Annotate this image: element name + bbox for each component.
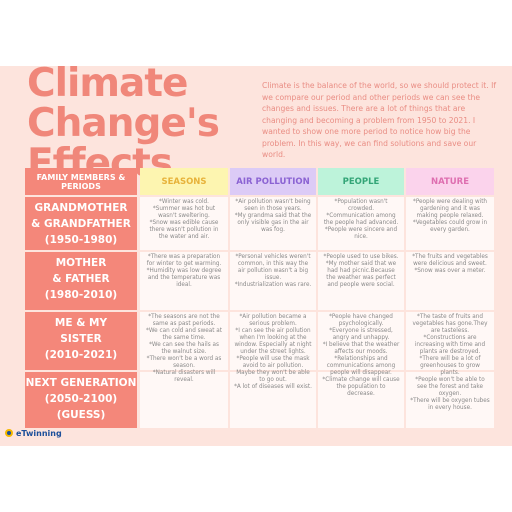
- table-cell: [140, 312, 228, 370]
- cell-line: *I can see the air pollution when I'm lo…: [234, 328, 312, 355]
- row-label-line: GRANDMOTHER: [34, 202, 128, 214]
- table-cell: [140, 372, 228, 428]
- row-label-line: (GUESS): [56, 409, 106, 421]
- row-label: ME & MY SISTER (2010-2021): [25, 312, 137, 370]
- title-line: Climate: [27, 61, 188, 106]
- table-cell: [140, 252, 228, 310]
- table-cell: [230, 197, 316, 250]
- title-line: Change's: [27, 101, 220, 146]
- cell-text: *The taste of fruits and vegetables has …: [410, 314, 490, 412]
- cell-line: *Natural disasters will reveal.: [152, 370, 216, 383]
- cell-line: *I believe that the weather affects our …: [322, 342, 400, 355]
- cell-line: *My grandma said that the only visible g…: [234, 213, 312, 233]
- logo-icon: [5, 429, 13, 437]
- row-label-line: & GRANDFATHER: [31, 218, 131, 230]
- table-cell: [318, 372, 404, 428]
- table-cell: [230, 312, 316, 370]
- cell-line: *People used to use bikes.: [323, 254, 399, 260]
- cell-line: *We can see the hails as the walnut size…: [149, 342, 219, 355]
- cell-line: *Personal vehicles weren't common, in th…: [235, 254, 311, 281]
- cell-line: *Vegetables could grow in every garden.: [412, 220, 488, 233]
- cell-line: *People were dealing with gardening and …: [412, 199, 488, 219]
- row-label-line: ME & MY: [54, 317, 108, 329]
- cell-line: *Industrialization was rare.: [234, 282, 312, 288]
- cell-line: *Relationships and communications among …: [326, 356, 396, 376]
- table-cell: [406, 197, 494, 250]
- cell-line: *There will be oxygen tubes in every hou…: [410, 398, 490, 411]
- cell-text: *The seasons are not the same as past pe…: [144, 314, 224, 384]
- row-label: GRANDMOTHER & GRANDFATHER (1950-1980): [25, 197, 137, 250]
- row-label-line: & FATHER: [52, 273, 110, 285]
- cell-text: *There was a preparation for winter to g…: [144, 254, 224, 289]
- cell-line: *We can cold and sweat at the same time.: [146, 328, 222, 341]
- row-label: MOTHER & FATHER (1980-2010): [25, 252, 137, 310]
- table-cell: [406, 252, 494, 310]
- row-label-line: (2010-2021): [44, 349, 118, 361]
- cell-text: *Personal vehicles weren't common, in th…: [234, 254, 312, 289]
- cell-line: *There was a preparation for winter to g…: [146, 254, 222, 267]
- intro: Climate is the balance of the world, so …: [262, 81, 496, 159]
- cell-line: *Population wasn't crowded.: [334, 199, 388, 212]
- column-header: PEOPLE: [318, 168, 404, 195]
- cell-line: *The taste of fruits and vegetables has …: [412, 314, 488, 334]
- row-label-line: (1950-1980): [44, 234, 118, 246]
- table-cell: [318, 312, 404, 370]
- cell-line: *Air pollution became a serious problem.: [239, 314, 307, 327]
- table-cell: [406, 372, 494, 428]
- cell-line: *Climate change will cause the populatio…: [322, 377, 400, 397]
- logo-text: eTwinning: [16, 428, 62, 438]
- row-label-line: SISTER: [60, 333, 102, 345]
- cell-line: *Snow was over a meter.: [414, 268, 486, 274]
- logo: eTwinning: [4, 428, 62, 438]
- row-label-line: (1980-2010): [44, 289, 118, 301]
- row-label-line: NEXT GENERATION: [25, 377, 137, 389]
- cell-text: *Air pollution became a serious problem.…: [234, 314, 312, 391]
- cell-text: *Population wasn't crowded. *Communicatio…: [322, 199, 400, 241]
- cell-line: *Summer was hot but wasn't sweltering.: [152, 206, 216, 219]
- column-header: SEASONS: [140, 168, 228, 195]
- cell-line: *Winter was cold.: [159, 199, 209, 205]
- cell-line: *Snow was edible cause there wasn't poll…: [149, 220, 219, 240]
- cell-line: *My mother said that we had had picnic.B…: [325, 261, 397, 288]
- cell-line: *The seasons are not the same as past pe…: [148, 314, 220, 327]
- table-cell: [230, 372, 316, 428]
- table-cell: [318, 252, 404, 310]
- row-label-line: (2050-2100): [44, 393, 118, 405]
- cell-line: *Humidity was low degree and the tempera…: [146, 268, 222, 288]
- table-cell: [230, 252, 316, 310]
- table-cell: [406, 312, 494, 370]
- cell-line: *Constructions are increasing with time …: [414, 335, 486, 355]
- cell-text: *Winter was cold. *Summer was hot but was…: [144, 199, 224, 241]
- cell-line: *People won't be able to see the forest …: [415, 377, 485, 397]
- cell-text: *Air pollution wasn't being seen in thos…: [234, 199, 312, 234]
- cell-line: *Everyone is stressed, angry and unhappy…: [329, 328, 393, 341]
- cell-line: *There won't be a word as season.: [146, 356, 222, 369]
- cell-line: *People will use the mask avoid to air p…: [236, 356, 310, 383]
- column-header: FAMILY MEMBERS & PERIODS: [25, 168, 137, 195]
- column-header: AIR POLLUTION: [230, 168, 316, 195]
- title: Climate Change's Effects: [27, 61, 220, 184]
- table-cell: [140, 197, 228, 250]
- row-label-line: MOTHER: [55, 257, 107, 269]
- table-cell: [318, 197, 404, 250]
- column-header: NATURE: [406, 168, 494, 195]
- cell-text: *People were dealing with gardening and …: [410, 199, 490, 234]
- cell-line: *A lot of diseases will exist.: [234, 384, 312, 390]
- cell-line: *There will be a lot of greenhouses to g…: [419, 356, 481, 376]
- cell-line: *People were sincere and nice.: [324, 227, 398, 240]
- row-label: NEXT GENERATION (2050-2100) (GUESS): [25, 372, 137, 428]
- cell-text: *People have changed psychologically. *Ev…: [322, 314, 400, 398]
- cell-text: *The fruits and vegetables were deliciou…: [410, 254, 490, 275]
- cell-line: *Communication among the people had adva…: [323, 213, 399, 226]
- cell-line: *The fruits and vegetables were deliciou…: [412, 254, 488, 267]
- cell-text: *People used to use bikes. *My mother sai…: [322, 254, 400, 289]
- cell-line: *People have changed psychologically.: [329, 314, 393, 327]
- cell-line: *Air pollution wasn't being seen in thos…: [235, 199, 311, 212]
